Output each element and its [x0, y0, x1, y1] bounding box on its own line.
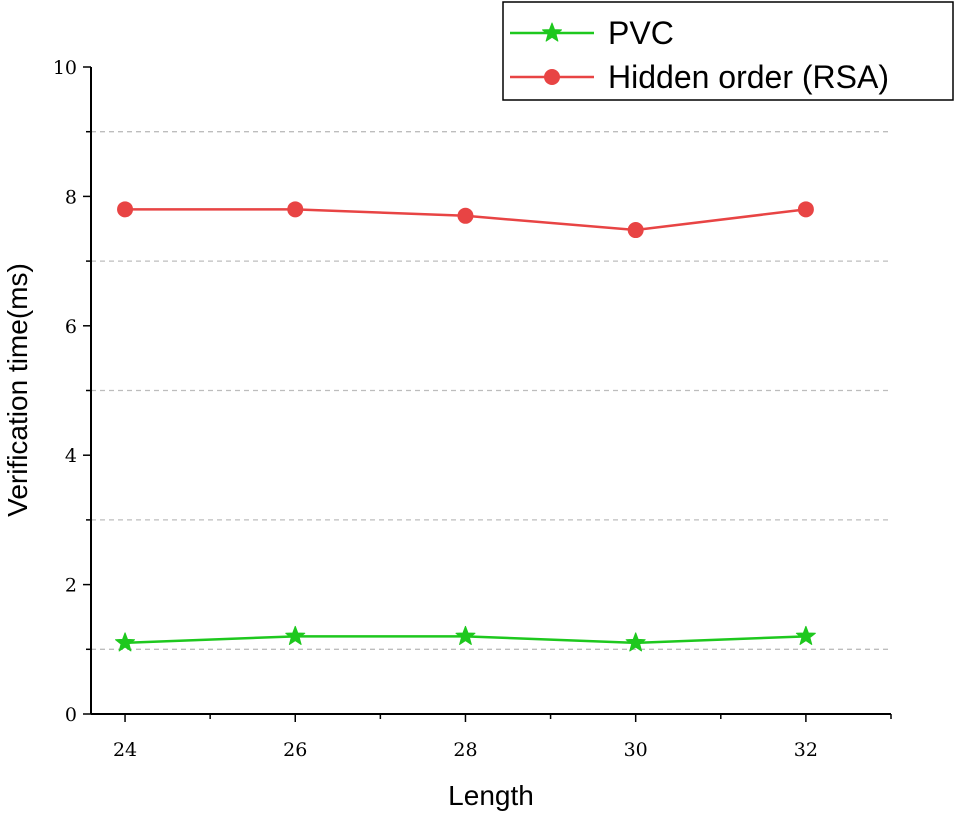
x-tick-label: 24: [113, 739, 137, 761]
y-axis-title: Verification time(ms): [2, 263, 33, 517]
x-tick-label: 30: [624, 739, 648, 761]
grid-lines: [91, 131, 891, 650]
data-point: [455, 625, 476, 645]
data-point: [117, 201, 134, 218]
legend-marker: [544, 69, 560, 85]
y-tick-label: 6: [65, 316, 77, 338]
legend-label: PVC: [608, 15, 674, 51]
x-axis-title: Length: [448, 780, 534, 811]
legend: PVC Hidden order (RSA): [502, 1, 954, 101]
series-star: [115, 625, 816, 652]
y-tick-label: 10: [53, 57, 77, 79]
series-circle: [117, 201, 814, 239]
legend-box: [502, 1, 954, 101]
data-point: [285, 625, 306, 645]
data-point: [287, 201, 304, 218]
x-tick-label: 32: [794, 739, 818, 761]
y-tick-label: 4: [65, 445, 77, 467]
y-tick-label: 0: [65, 704, 77, 726]
data-point: [457, 207, 474, 224]
data-point: [625, 632, 646, 652]
legend-label: Hidden order (RSA): [608, 59, 889, 95]
y-tick-label: 2: [65, 575, 77, 597]
data-point: [795, 625, 816, 645]
data-point: [797, 201, 814, 218]
series-layer: [115, 201, 816, 652]
data-point: [115, 632, 136, 652]
x-tick-label: 26: [283, 739, 307, 761]
x-tick-label: 28: [453, 739, 477, 761]
data-point: [627, 222, 644, 239]
legend-marker: [541, 22, 563, 42]
y-tick-label: 8: [65, 186, 77, 208]
tick-marks: [83, 66, 892, 722]
